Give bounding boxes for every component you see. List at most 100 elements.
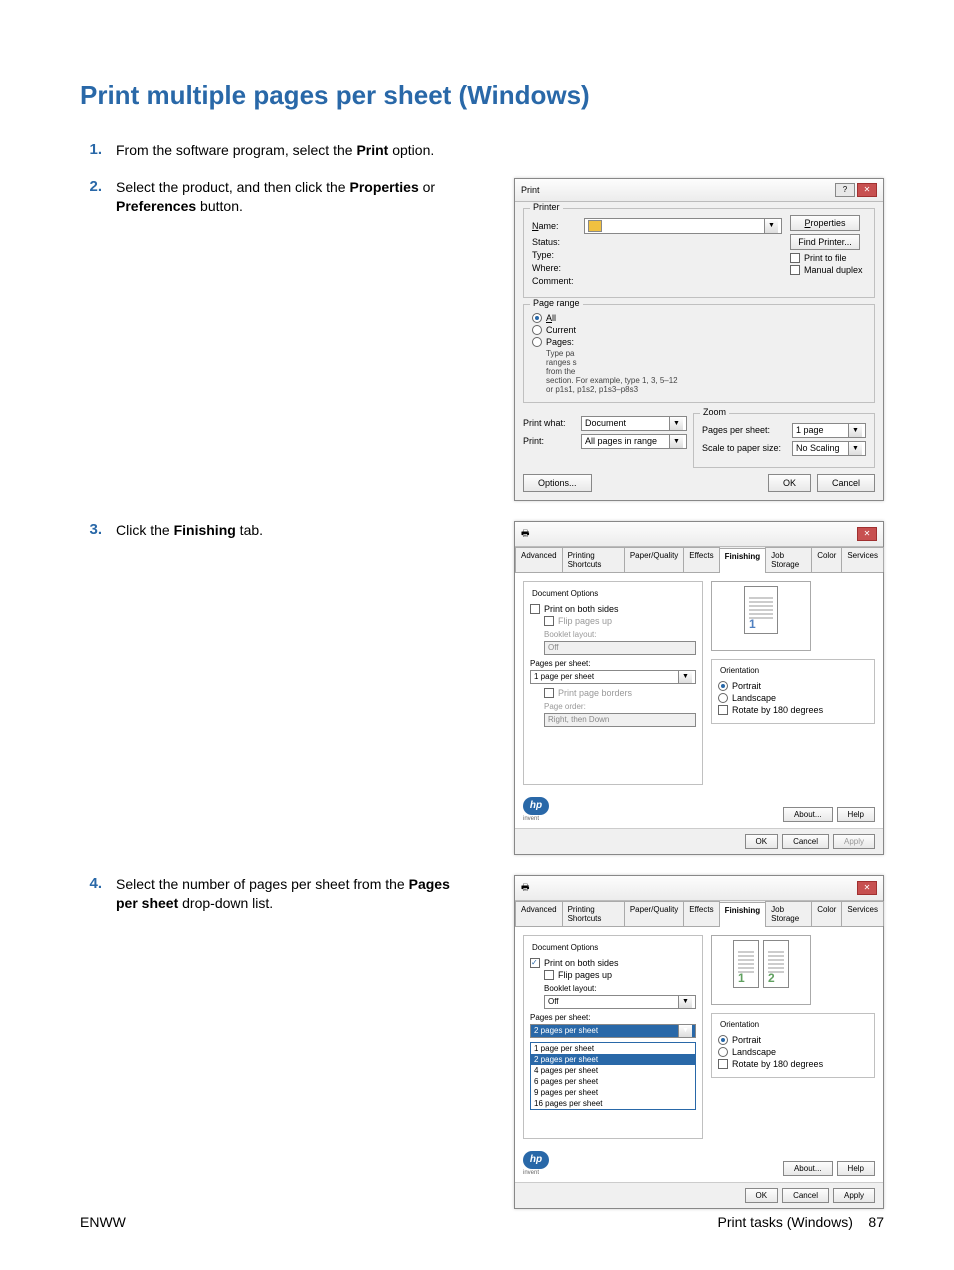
tab-services[interactable]: Services — [841, 901, 884, 926]
mini-page: 1 — [733, 940, 759, 988]
portrait-radio[interactable] — [718, 681, 728, 691]
printer-name-combo[interactable]: ▼ — [584, 218, 782, 234]
preview: 1 — [711, 581, 811, 651]
booklet-combo: Off — [544, 641, 696, 655]
pps-dropdown[interactable]: 1 page per sheet 2 pages per sheet 4 pag… — [530, 1042, 696, 1110]
tab-job-storage[interactable]: Job Storage — [765, 547, 812, 572]
label: Portrait — [732, 681, 761, 691]
step-text: Select the product, and then click the P… — [116, 178, 456, 216]
bold: Finishing — [174, 522, 236, 538]
chevron-down-icon[interactable]: ▼ — [848, 424, 862, 437]
tab-effects[interactable]: Effects — [683, 547, 719, 572]
booklet-combo[interactable]: Off▼ — [544, 995, 696, 1009]
list-item[interactable]: 16 pages per sheet — [531, 1098, 695, 1109]
cancel-button[interactable]: Cancel — [817, 474, 875, 492]
chevron-down-icon[interactable]: ▼ — [848, 442, 862, 455]
ok-button[interactable]: OK — [745, 1188, 779, 1203]
rotate-checkbox[interactable] — [718, 1059, 728, 1069]
about-button[interactable]: About... — [783, 807, 833, 822]
tab-advanced[interactable]: Advanced — [515, 547, 563, 572]
close-icon[interactable]: ✕ — [857, 183, 877, 197]
pps-label: Pages per sheet: — [530, 1013, 696, 1022]
tab-color[interactable]: Color — [811, 547, 842, 572]
cancel-button[interactable]: Cancel — [782, 1188, 829, 1203]
print-what-combo[interactable]: Document▼ — [581, 416, 687, 431]
tab-advanced[interactable]: Advanced — [515, 901, 563, 926]
chevron-down-icon[interactable]: ▼ — [678, 996, 692, 1008]
tabs: Advanced Printing Shortcuts Paper/Qualit… — [515, 901, 883, 927]
manual-duplex-checkbox[interactable] — [790, 265, 800, 275]
ok-button[interactable]: OK — [745, 834, 779, 849]
properties-dialog-1: 🖶 ✕ Advanced Printing Shortcuts Paper/Qu… — [514, 521, 884, 855]
list-item[interactable]: 1 page per sheet — [531, 1043, 695, 1054]
both-sides-checkbox[interactable] — [530, 604, 540, 614]
chevron-down-icon[interactable]: ▼ — [669, 435, 683, 448]
help-button[interactable]: Help — [837, 807, 875, 822]
tab-shortcuts[interactable]: Printing Shortcuts — [562, 547, 625, 572]
tab-paper-quality[interactable]: Paper/Quality — [624, 901, 684, 926]
all-radio[interactable] — [532, 313, 542, 323]
tab-color[interactable]: Color — [811, 901, 842, 926]
print-combo[interactable]: All pages in range ▼ — [581, 434, 687, 449]
ok-button[interactable]: OK — [768, 474, 811, 492]
options-button[interactable]: Options... — [523, 474, 592, 492]
pps-combo[interactable]: 1 page per sheet ▼ — [530, 670, 696, 684]
document-options-fieldset: Document Options Print on both sides Fli… — [523, 581, 703, 785]
page-number: 87 — [868, 1214, 884, 1230]
pps-combo[interactable]: 2 pages per sheet▼ — [530, 1024, 696, 1038]
pps-combo[interactable]: 1 page▼ — [792, 423, 866, 438]
list-item[interactable]: 9 pages per sheet — [531, 1087, 695, 1098]
current-radio[interactable] — [532, 325, 542, 335]
portrait-radio[interactable] — [718, 1035, 728, 1045]
tab-job-storage[interactable]: Job Storage — [765, 901, 812, 926]
print-to-file-checkbox[interactable] — [790, 253, 800, 263]
label: Landscape — [732, 1047, 776, 1057]
tab-paper-quality[interactable]: Paper/Quality — [624, 547, 684, 572]
legend: Document Options — [530, 589, 600, 598]
comment-label: Comment: — [532, 276, 584, 286]
landscape-radio[interactable] — [718, 1047, 728, 1057]
apply-button[interactable]: Apply — [833, 834, 875, 849]
step-1: 1. From the software program, select the… — [80, 141, 884, 160]
flip-checkbox[interactable] — [544, 970, 554, 980]
printer-icon: 🖶 — [521, 880, 530, 896]
dialog-titlebar: 🖶 ✕ — [515, 522, 883, 547]
close-icon[interactable]: ✕ — [857, 527, 877, 541]
about-button[interactable]: About... — [783, 1161, 833, 1176]
find-printer-button[interactable]: Find Printer... — [790, 234, 860, 250]
chevron-down-icon[interactable]: ▼ — [669, 417, 683, 430]
tab-finishing[interactable]: Finishing — [719, 902, 767, 927]
help-button[interactable]: Help — [837, 1161, 875, 1176]
properties-button[interactable]: Properties — [790, 215, 860, 231]
value: All pages in range — [585, 436, 657, 446]
page-range-fieldset: Page range All Current Pages: Type pa ra… — [523, 304, 875, 403]
chevron-down-icon[interactable]: ▼ — [678, 1025, 692, 1037]
label: Rotate by 180 degrees — [732, 1059, 823, 1069]
tab-finishing[interactable]: Finishing — [719, 548, 767, 573]
page-footer: ENWW Print tasks (Windows) 87 — [80, 1214, 884, 1230]
list-item[interactable]: 4 pages per sheet — [531, 1065, 695, 1076]
tab-shortcuts[interactable]: Printing Shortcuts — [562, 901, 625, 926]
help-icon[interactable]: ? — [835, 183, 855, 197]
pages-radio[interactable] — [532, 337, 542, 347]
chevron-down-icon[interactable]: ▼ — [764, 219, 778, 233]
tab-effects[interactable]: Effects — [683, 901, 719, 926]
chevron-down-icon[interactable]: ▼ — [678, 671, 692, 683]
rotate-checkbox[interactable] — [718, 705, 728, 715]
close-icon[interactable]: ✕ — [857, 881, 877, 895]
landscape-radio[interactable] — [718, 693, 728, 703]
print-what-label: Print what: — [523, 418, 581, 428]
value: 1 page per sheet — [534, 672, 594, 681]
name-label: Name: — [532, 221, 584, 231]
page-title: Print multiple pages per sheet (Windows) — [80, 80, 884, 111]
list-item[interactable]: 2 pages per sheet — [531, 1054, 695, 1065]
section-title: Print tasks (Windows) — [718, 1214, 853, 1230]
apply-button[interactable]: Apply — [833, 1188, 875, 1203]
scale-combo[interactable]: No Scaling▼ — [792, 441, 866, 456]
list-item[interactable]: 6 pages per sheet — [531, 1076, 695, 1087]
tab-services[interactable]: Services — [841, 547, 884, 572]
bold: Print — [356, 142, 388, 158]
text: section. For example, type 1, 3, 5–12 — [546, 376, 678, 385]
cancel-button[interactable]: Cancel — [782, 834, 829, 849]
both-sides-checkbox[interactable] — [530, 958, 540, 968]
